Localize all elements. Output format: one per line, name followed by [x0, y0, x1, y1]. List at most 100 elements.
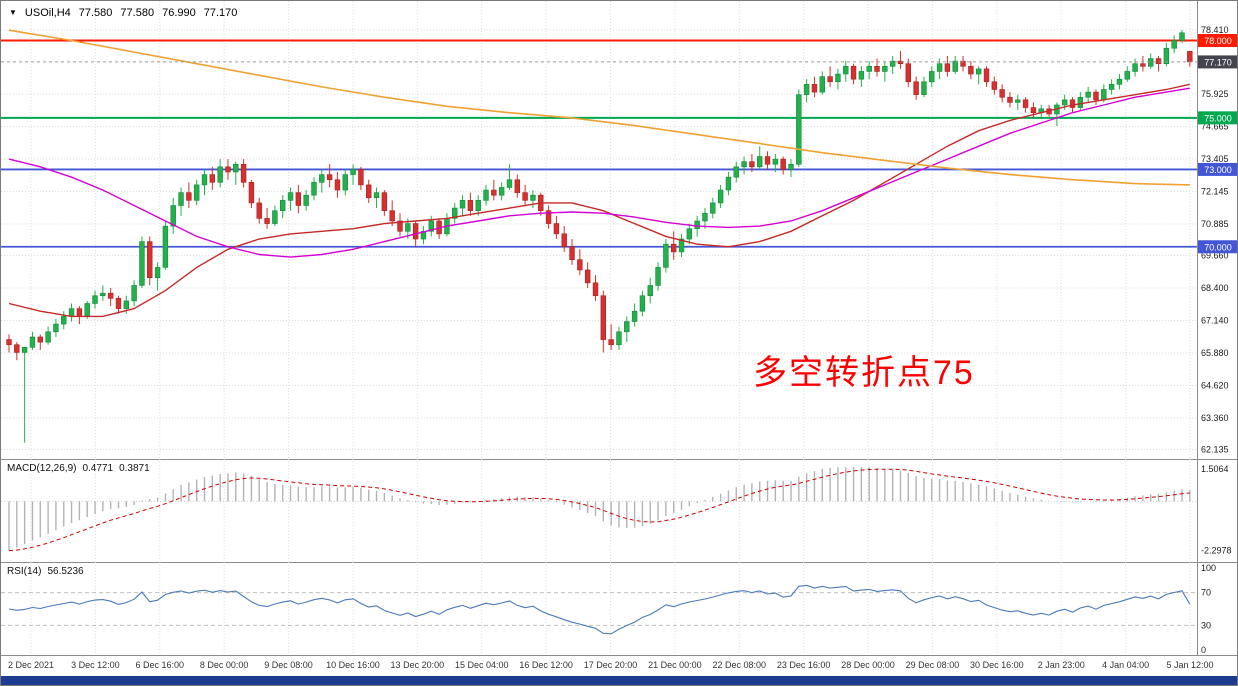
rsi-tick-label: 100 [1201, 563, 1216, 573]
candle-body [68, 308, 75, 317]
candle-body [186, 192, 192, 201]
candle-body [1022, 99, 1029, 108]
candle-body [514, 179, 521, 193]
candle-body [84, 303, 90, 317]
chart-header: ▼ USOil,H4 77.580 77.580 76.990 77.170 [9, 7, 237, 19]
rsi-panel-canvas[interactable]: 100 70 30 0 [1, 562, 1238, 655]
macd-main-value: 0.4771 [82, 463, 114, 474]
candle-body [225, 166, 231, 173]
time-label: 10 Dec 16:00 [326, 660, 380, 670]
time-label: 2 Dec 2021 [7, 660, 55, 670]
candle-body [6, 339, 12, 346]
candle-body [272, 210, 278, 224]
candle-body [428, 220, 434, 232]
candle-body [1171, 40, 1177, 49]
rsi-tick-label: 0 [1201, 645, 1206, 655]
candle-body [866, 65, 872, 72]
macd-signal-value: 0.3871 [119, 463, 150, 474]
candle-body [663, 243, 669, 268]
rsi-tick-label: 30 [1201, 620, 1211, 630]
candle-body [975, 68, 982, 75]
candle-body [366, 184, 372, 199]
candle-body [1155, 58, 1162, 65]
time-label: 23 Dec 16:00 [776, 660, 831, 670]
macd-name: MACD(12,26,9) [7, 463, 77, 474]
candle-body [600, 295, 607, 340]
candle-body [608, 339, 614, 346]
candle-body [944, 63, 951, 72]
candle-body [1108, 84, 1115, 90]
candle-body [686, 228, 693, 240]
candle-body [1116, 78, 1123, 85]
candle-body [835, 73, 841, 83]
price-badge [1198, 162, 1237, 176]
candle-body [733, 166, 739, 178]
candle-body [929, 71, 935, 83]
candle-body [1124, 71, 1130, 80]
macd-signal-line [8, 468, 1190, 552]
candle-body [522, 192, 528, 201]
candle-body [811, 84, 818, 93]
candle-body [295, 192, 302, 206]
price-badge [1198, 55, 1237, 69]
candle-body [61, 316, 67, 325]
candle-body [553, 223, 560, 235]
price-tick-label: 68.400 [1201, 283, 1229, 293]
candle-body [991, 81, 998, 90]
time-label: 3 Dec 12:00 [71, 660, 120, 670]
time-axis[interactable]: 2 Dec 2021 3 Dec 12:00 6 Dec 16:00 8 Dec 00… [1, 655, 1237, 675]
candle-body [725, 176, 732, 191]
price-badge [1198, 111, 1237, 125]
candle-body [233, 163, 239, 173]
time-label: 13 Dec 20:00 [390, 660, 445, 670]
candle-body [21, 347, 28, 353]
time-label: 15 Dec 04:00 [454, 660, 509, 670]
candle-body [115, 298, 122, 309]
candle-body [459, 200, 466, 209]
candle-body [1163, 47, 1170, 65]
candle-body [170, 205, 176, 227]
price-tick-label: 64.620 [1201, 380, 1229, 390]
candle-body [311, 182, 317, 196]
candle-body [819, 76, 825, 93]
macd-panel-canvas[interactable]: 1.5064 -2.2978 [1, 459, 1238, 562]
candle-body [53, 323, 59, 333]
macd-tick-label: -2.2978 [1201, 546, 1232, 556]
candle-body [803, 84, 810, 95]
price-badge-label: 73.000 [1204, 165, 1232, 175]
candle-body [1015, 99, 1021, 103]
time-label: 6 Dec 16:00 [135, 660, 185, 670]
candle-body [772, 158, 779, 165]
price-tick-label: 62.135 [1201, 445, 1229, 455]
price-tick-label: 67.140 [1201, 315, 1229, 325]
candle-body [14, 344, 20, 353]
chart-annotation-text[interactable]: 多空转折点75 [753, 354, 975, 392]
candle-body [913, 81, 919, 95]
candle-body [154, 267, 161, 278]
time-label: 30 Dec 16:00 [970, 660, 1024, 670]
high-value: 77.580 [120, 7, 155, 19]
candle-body [264, 218, 270, 224]
candle-body [405, 223, 411, 232]
close-value: 77.170 [203, 7, 238, 19]
candle-body [1069, 99, 1076, 108]
price-tick-label: 74.665 [1201, 121, 1229, 131]
candle-body [350, 169, 356, 175]
symbol-period-label: USOil,H4 [24, 7, 71, 19]
candle-body [1077, 96, 1084, 108]
main-chart-canvas[interactable]: 78.410 75.925 74.665 73.405 72.145 70.885 69.6… [1, 1, 1238, 459]
candle-body [577, 259, 583, 271]
candle-body [952, 60, 958, 72]
candle-body [592, 282, 599, 297]
symbol-dropdown-icon[interactable]: ▼ [9, 8, 17, 17]
candle-body [147, 241, 153, 278]
candle-body [381, 192, 388, 211]
candle-body [1187, 51, 1193, 63]
time-label: 29 Dec 08:00 [905, 660, 960, 670]
candle-body [131, 285, 137, 302]
candle-body [506, 179, 513, 188]
rsi-indicator-label: RSI(14) 56.5236 [7, 566, 84, 577]
price-badge-label: 75.000 [1204, 113, 1232, 123]
macd-indicator-label: MACD(12,26,9) 0.4771 0.3871 [7, 463, 150, 474]
candle-body [936, 63, 943, 72]
